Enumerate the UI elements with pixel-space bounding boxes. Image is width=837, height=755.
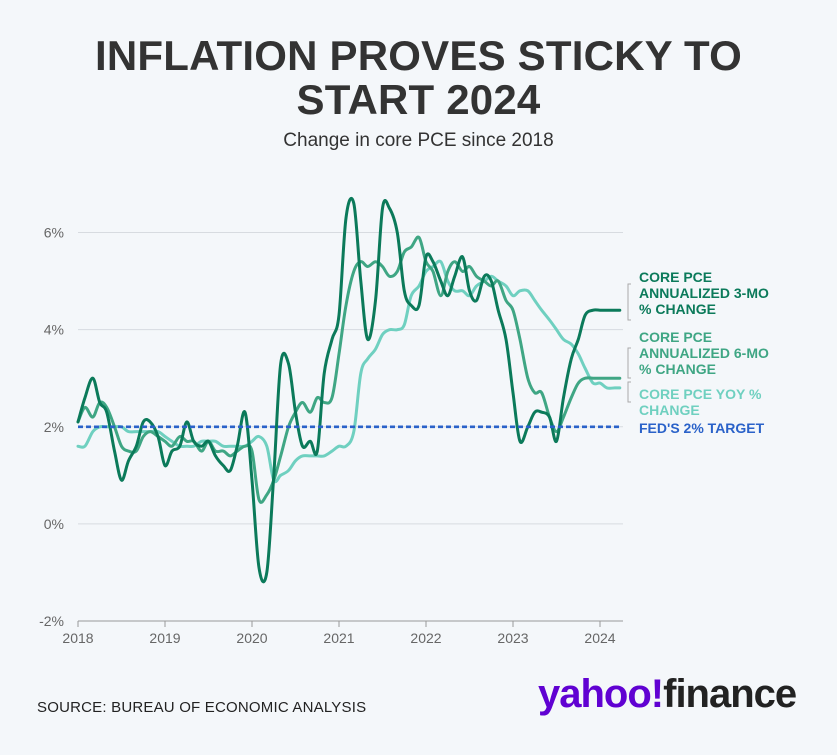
source-note: SOURCE: BUREAU OF ECONOMIC ANALYSIS [37, 699, 367, 716]
y-tick-label: -2% [39, 613, 64, 629]
x-tick-label: 2024 [584, 630, 615, 646]
x-tick-label: 2018 [62, 630, 93, 646]
legend-label-6mo: CORE PCE ANNUALIZED 6-MO% CHANGE [639, 329, 769, 377]
legend-label-6mo-line: CORE PCE [639, 329, 712, 345]
y-tick-label: 2% [44, 419, 64, 435]
line-chart: -2% 0% 2% 4% 6% 2018 2019 2020 2021 2022 2023 2024 C… [39, 197, 769, 646]
legend-label-yoy-line: CORE PCE YOY % [639, 386, 762, 402]
logo-bang: ! [650, 672, 664, 716]
series-line-3mo [76, 197, 622, 584]
legend-label-6mo-line: ANNUALIZED 6-MO [639, 345, 769, 361]
legend-bracket [627, 283, 631, 321]
x-tick-label: 2020 [236, 630, 267, 646]
legend-label-3mo: CORE PCE ANNUALIZED 3-MO% CHANGE [639, 269, 769, 317]
legend-label-fed-target: FED'S 2% TARGET [639, 420, 765, 436]
yahoo-finance-logo: yahoo!finance [538, 672, 797, 717]
title-line-2: START 2024 [296, 76, 541, 123]
series-line-6mo [76, 235, 622, 504]
y-tick-label: 4% [44, 322, 64, 338]
logo-finance: finance [663, 672, 797, 716]
legend-label-6mo-line: % CHANGE [639, 361, 716, 377]
legend-bracket [627, 347, 631, 379]
legend-label-yoy-line: CHANGE [639, 402, 700, 418]
logo-yahoo: yahoo [538, 672, 652, 716]
chart-subtitle: Change in core PCE since 2018 [283, 130, 554, 151]
legend-label-3mo-line: ANNUALIZED 3-MO [639, 285, 769, 301]
chart-title: INFLATION PROVES STICKY TO START 2024 [0, 34, 837, 122]
series-line-yoy [76, 259, 622, 484]
legend-bracket [627, 381, 631, 403]
y-tick-label: 0% [44, 516, 64, 532]
x-tick-label: 2022 [410, 630, 441, 646]
legend-label-fed-target-line: FED'S 2% TARGET [639, 420, 765, 436]
y-tick-label: 6% [44, 225, 64, 241]
legend-label-yoy: CORE PCE YOY % CHANGE [639, 386, 762, 418]
x-tick-label: 2019 [149, 630, 180, 646]
x-tick-label: 2023 [497, 630, 528, 646]
title-line-1: INFLATION PROVES STICKY TO [95, 32, 742, 79]
legend-label-3mo-line: % CHANGE [639, 301, 716, 317]
x-tick-label: 2021 [323, 630, 354, 646]
legend-label-3mo-line: CORE PCE [639, 269, 712, 285]
